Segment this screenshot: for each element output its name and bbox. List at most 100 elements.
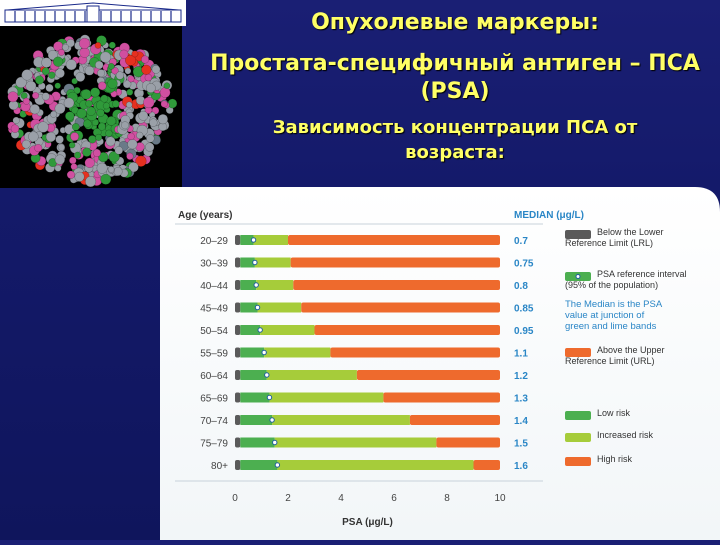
median-dot xyxy=(257,327,263,333)
bar-increased-risk xyxy=(274,437,437,448)
median-dot xyxy=(252,259,258,266)
molecule-atom xyxy=(52,56,64,67)
bar-below-lrl xyxy=(235,460,241,470)
x-axis-label: PSA (μg/L) xyxy=(342,517,393,528)
molecule-atom xyxy=(149,118,158,127)
age-label: 40–44 xyxy=(200,281,228,292)
molecule-atom xyxy=(12,116,20,125)
bar-high-risk xyxy=(436,437,500,448)
legend-swatch-low xyxy=(565,411,591,420)
molecule-atom xyxy=(114,146,124,155)
molecule-atom xyxy=(136,131,144,140)
bar-high-risk xyxy=(330,347,500,358)
molecule-atom xyxy=(71,123,80,131)
molecule-atom xyxy=(96,162,108,174)
psa-molecule-image xyxy=(0,26,182,188)
legend-text-below: Below the Lower Reference Limit (LRL) xyxy=(565,227,664,248)
molecule-atom xyxy=(71,77,78,85)
bar-increased-risk xyxy=(257,302,302,313)
bar-below-lrl xyxy=(235,325,241,335)
molecule-atom xyxy=(82,147,92,157)
molecule-atom xyxy=(94,42,102,49)
molecule-atom xyxy=(107,78,118,89)
molecule-atom xyxy=(108,41,116,49)
molecule-atom xyxy=(106,116,117,126)
molecule-atom xyxy=(146,134,155,143)
age-label: 75–79 xyxy=(200,439,228,450)
molecule-atom xyxy=(34,144,43,153)
psa-age-chart: Age (years) MEDIAN (μg/L) 20–29 0.7 30–39 0.7… xyxy=(160,187,720,540)
molecule-atom xyxy=(57,143,65,151)
molecule-atom xyxy=(157,113,169,125)
molecule-atom xyxy=(131,50,139,58)
molecule-atom xyxy=(66,38,75,48)
slide-title: Опухолевые маркеры: xyxy=(311,10,599,35)
bar-high-risk xyxy=(288,235,500,245)
legend-text-high: High risk xyxy=(597,454,633,464)
median-dot xyxy=(272,439,278,446)
median-value: 0.8 xyxy=(514,281,528,292)
median-value: 1.4 xyxy=(514,416,528,427)
molecule-atom xyxy=(81,89,92,100)
molecule-atom xyxy=(76,108,87,119)
molecule-atom xyxy=(41,92,50,101)
median-value: 0.75 xyxy=(514,259,534,270)
molecule-atom xyxy=(31,92,40,100)
molecule-atom xyxy=(62,43,69,51)
bar-below-lrl xyxy=(235,392,241,403)
molecule-atom xyxy=(75,71,86,82)
molecule-atom xyxy=(96,69,106,78)
bar-below-lrl xyxy=(235,235,241,245)
molecule-atom xyxy=(115,71,125,80)
molecule-atom xyxy=(21,139,31,149)
molecule-atom xyxy=(94,60,104,70)
bar-below-lrl xyxy=(235,257,241,268)
legend-text-note: The Median is the PSA value at junction o… xyxy=(565,299,663,332)
molecule-atom xyxy=(28,131,39,142)
slide-subtitle-age: Зависимость концентрации ПСА от возраста… xyxy=(272,117,638,163)
bar-low-risk xyxy=(240,302,258,313)
age-label: 20–29 xyxy=(200,236,228,247)
slide-subtitle: Простата-специфичный антиген – ПСА (PSA) xyxy=(210,51,700,104)
bar-low-risk xyxy=(240,370,267,380)
molecule-atom xyxy=(63,97,75,109)
bar-low-risk xyxy=(240,437,275,448)
bar-low-risk xyxy=(240,235,254,245)
bar-high-risk xyxy=(301,302,500,313)
molecule-atom xyxy=(37,121,49,133)
molecule-atom xyxy=(127,139,138,150)
median-value: 1.6 xyxy=(514,461,528,472)
molecule-atom xyxy=(140,55,150,64)
molecule-atom xyxy=(111,100,120,108)
molecule-atom xyxy=(127,75,135,83)
bar-low-risk xyxy=(240,392,270,403)
x-tick-label: 8 xyxy=(444,493,450,504)
molecule-atom xyxy=(85,176,97,188)
molecule-atom xyxy=(151,65,161,74)
age-label: 65–69 xyxy=(200,394,228,405)
molecule-atom xyxy=(20,92,28,100)
molecule-atom xyxy=(21,69,33,81)
median-value: 0.85 xyxy=(514,304,534,315)
bar-high-risk xyxy=(409,415,500,425)
molecule-atom xyxy=(7,91,19,103)
molecule-atom xyxy=(107,166,115,173)
age-label: 55–59 xyxy=(200,349,228,360)
bar-high-risk xyxy=(356,370,500,380)
bar-increased-risk xyxy=(254,257,291,268)
median-value: 0.95 xyxy=(514,326,534,337)
molecule-atom xyxy=(107,62,115,70)
age-label: 50–54 xyxy=(200,326,228,337)
molecule-atom xyxy=(96,108,105,118)
bar-increased-risk xyxy=(256,280,294,290)
bar-increased-risk xyxy=(260,325,315,335)
x-tick-label: 0 xyxy=(232,493,238,504)
bar-increased-risk xyxy=(253,235,288,245)
molecule-atom xyxy=(50,110,57,118)
molecule-atom xyxy=(119,49,129,59)
x-tick-label: 4 xyxy=(338,493,344,504)
molecule-atom xyxy=(127,132,135,141)
molecule-atom xyxy=(83,119,92,128)
median-value: 1.1 xyxy=(514,349,528,360)
molecule-atom xyxy=(22,97,30,105)
